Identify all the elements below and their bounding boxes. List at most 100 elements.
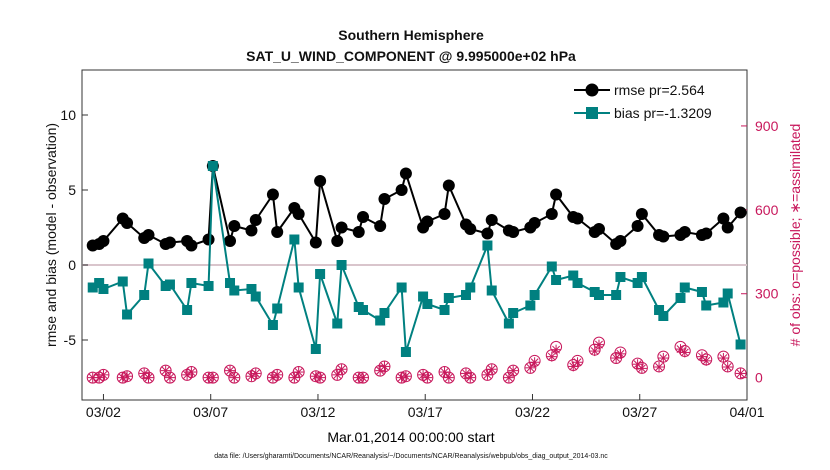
obs-assimilated-marker — [593, 339, 604, 350]
left-axis-ticks: -5 0 5 10 — [60, 107, 88, 348]
bias-point — [186, 278, 197, 288]
data-file-footer: data file: /Users/gharamti/Documents/NCA… — [214, 453, 608, 460]
bias-point — [164, 279, 175, 290]
rmse-point — [528, 217, 541, 229]
y-right-tick-label: 300 — [755, 286, 779, 302]
chart-title: Southern Hemisphere — [338, 27, 484, 43]
bias-point — [482, 240, 493, 251]
obs-possible-marker — [357, 371, 370, 384]
obs-assimilated-marker — [589, 346, 600, 357]
obs-possible-marker — [374, 364, 387, 377]
rmse-point — [700, 227, 713, 240]
obs-assimilated-marker — [379, 361, 390, 372]
bias-point — [289, 234, 300, 245]
chart-subtitle: SAT_U_WIND_COMPONENT @ 9.995000e+02 hPa — [246, 48, 576, 64]
obs-assimilated-marker — [143, 372, 154, 383]
rmse-point — [721, 221, 734, 234]
bias-point — [718, 297, 729, 308]
bias-point — [117, 276, 128, 287]
obs-assimilated-marker — [400, 371, 411, 382]
obs-possible-marker — [121, 370, 134, 383]
obs-possible-marker — [249, 367, 262, 380]
obs-possible-marker — [442, 371, 455, 384]
obs-possible-marker — [159, 364, 172, 377]
bias-point — [611, 290, 622, 300]
rmse-point — [314, 175, 327, 187]
bias-point — [486, 285, 497, 296]
x-tick-label: 03/02 — [86, 404, 121, 420]
rmse-point — [97, 235, 110, 247]
obs-possible-marker — [228, 371, 241, 384]
bias-point — [658, 311, 669, 321]
rmse-point — [266, 188, 279, 201]
x-tick-label: 03/27 — [622, 404, 657, 420]
obs-assimilated-marker — [546, 351, 557, 362]
bias-point — [443, 293, 454, 303]
bias-point — [94, 278, 105, 288]
rmse-point — [481, 227, 494, 240]
bias-point — [508, 308, 519, 318]
bias-point — [336, 260, 347, 270]
obs-possible-marker — [314, 371, 327, 384]
bias-point — [272, 303, 283, 314]
obs-possible-marker — [335, 363, 348, 376]
legend-bias-marker — [586, 107, 598, 119]
rmse-point — [678, 226, 691, 238]
y-right-tick-label: 900 — [755, 118, 779, 134]
rmse-point — [121, 217, 134, 229]
bias-line — [92, 165, 742, 353]
rmse-point — [331, 235, 344, 247]
rmse-series — [86, 160, 747, 252]
obs-assimilated-marker — [207, 372, 218, 383]
obs-possible-marker — [485, 363, 498, 376]
rmse-point — [228, 220, 241, 232]
rmse-point — [142, 229, 155, 241]
obs-assimilated-marker — [572, 357, 583, 368]
rmse-point — [464, 223, 477, 235]
rmse-point — [717, 212, 730, 225]
x-axis-label: Mar.01,2014 00:00:00 start — [327, 429, 494, 445]
bias-point — [358, 305, 369, 315]
y-right-tick-label: 600 — [755, 202, 779, 218]
rmse-point — [571, 212, 584, 225]
obs-possible-marker — [421, 371, 434, 384]
bias-point — [701, 300, 712, 311]
bias-point — [722, 288, 733, 299]
rmse-point — [202, 233, 215, 246]
bias-point — [568, 270, 579, 281]
obs-assimilated-marker — [122, 371, 133, 382]
bias-point — [375, 315, 386, 326]
bias-point — [460, 290, 471, 300]
obs-assimilated-marker — [443, 372, 454, 383]
obs-possible-marker — [378, 360, 391, 373]
obs-assimilated-marker — [722, 362, 733, 372]
bias-point — [525, 300, 536, 311]
x-tick-label: 03/22 — [515, 404, 550, 420]
obs-assimilated-marker — [551, 344, 562, 355]
obs-assimilated-marker — [229, 372, 240, 383]
rmse-point — [245, 224, 258, 237]
rmse-point — [399, 167, 412, 180]
y-axis-right-label: # of obs: o=possible; ∗=assimilated — [787, 124, 803, 347]
obs-assimilated-marker — [525, 362, 536, 373]
bias-point — [203, 281, 214, 291]
rmse-point — [374, 220, 387, 232]
bias-point — [143, 258, 154, 269]
obs-assimilated-marker — [636, 363, 647, 374]
bias-point — [229, 285, 240, 296]
bias-point — [529, 290, 540, 300]
bias-point — [122, 309, 133, 320]
bias-point — [615, 272, 626, 282]
bias-point — [593, 290, 604, 300]
legend: rmse pr=2.564 bias pr=-1.3209 — [574, 82, 712, 121]
obs-assimilated-marker — [164, 372, 175, 383]
obs-assimilated-marker — [679, 347, 690, 358]
bias-point — [465, 282, 476, 293]
obs-possible-marker — [224, 364, 237, 377]
obs-count-markers — [86, 336, 747, 384]
obs-assimilated-marker — [293, 367, 304, 378]
obs-assimilated-marker — [615, 348, 626, 359]
obs-assimilated-marker — [508, 365, 519, 376]
obs-assimilated-marker — [658, 353, 669, 364]
